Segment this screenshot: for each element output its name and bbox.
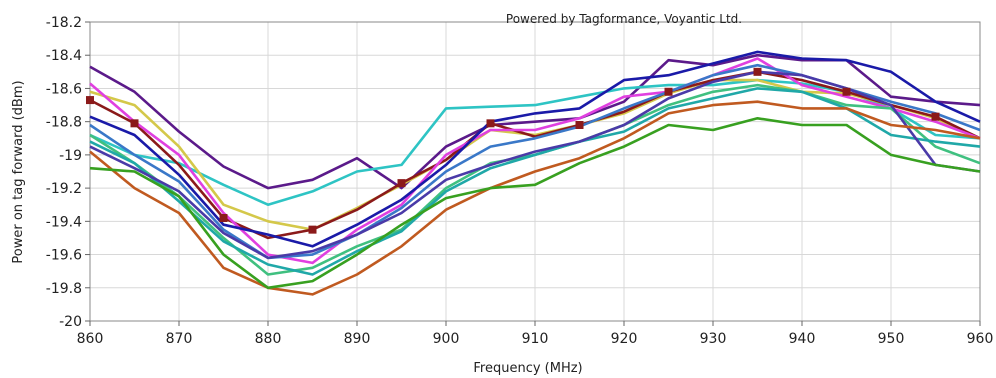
y-tick-label: -19.8 [46,281,82,297]
y-tick-label: -19 [59,148,82,164]
data-point-marker [397,179,406,188]
x-tick-label: 900 [433,331,460,347]
data-point-marker [130,119,139,128]
series-line-11 [89,100,981,296]
data-point-marker [219,214,228,223]
y-tick-label: -18.2 [46,15,82,31]
x-tick-label: 880 [255,331,282,347]
x-tick-label: 870 [166,331,193,347]
data-point-marker [664,87,673,96]
series-group [89,50,981,296]
x-axis-label: Frequency (MHz) [473,361,582,376]
series-line-6 [89,50,981,248]
data-point-marker [575,120,584,129]
x-tick-label: 890 [344,331,371,347]
y-tick-label: -18.8 [46,115,82,131]
y-tick-label: -19.4 [46,214,82,230]
data-point-marker [486,119,495,128]
x-tick-label: 910 [522,331,549,347]
data-point-marker [308,225,317,234]
series-line-12 [89,117,981,290]
x-tick-label: 860 [77,331,104,347]
series-line-9 [89,87,981,276]
y-tick-label: -18.4 [46,48,82,64]
y-tick-label: -19.6 [46,248,82,264]
series-line-10 [89,70,981,260]
marker-group [86,67,940,234]
ticks [85,21,981,326]
y-tick-label: -20 [59,314,82,330]
chart-annotation: Powered by Tagformance, Voyantic Ltd. [506,12,742,26]
x-tick-label: 960 [967,331,994,347]
y-axis-label: Power on tag forward (dBm) [11,80,26,263]
data-point-marker [753,67,762,76]
x-tick-label: 950 [878,331,905,347]
y-tick-label: -18.6 [46,81,82,97]
data-point-marker [86,96,94,105]
x-tick-label: 920 [611,331,638,347]
series-line-4 [89,70,981,240]
data-point-marker [931,112,940,121]
y-tick-label: -19.2 [46,181,82,197]
x-tick-label: 930 [700,331,727,347]
x-tick-label: 940 [789,331,816,347]
y-tick-labels: -20 -19.8 -19.6 -19.4 -19.2 -19 -18.8 -18.6 -18.… [46,15,82,330]
data-point-marker [842,87,851,96]
x-tick-labels: 860 870 880 890 900 910 920 930 940 950 960 [77,331,994,347]
